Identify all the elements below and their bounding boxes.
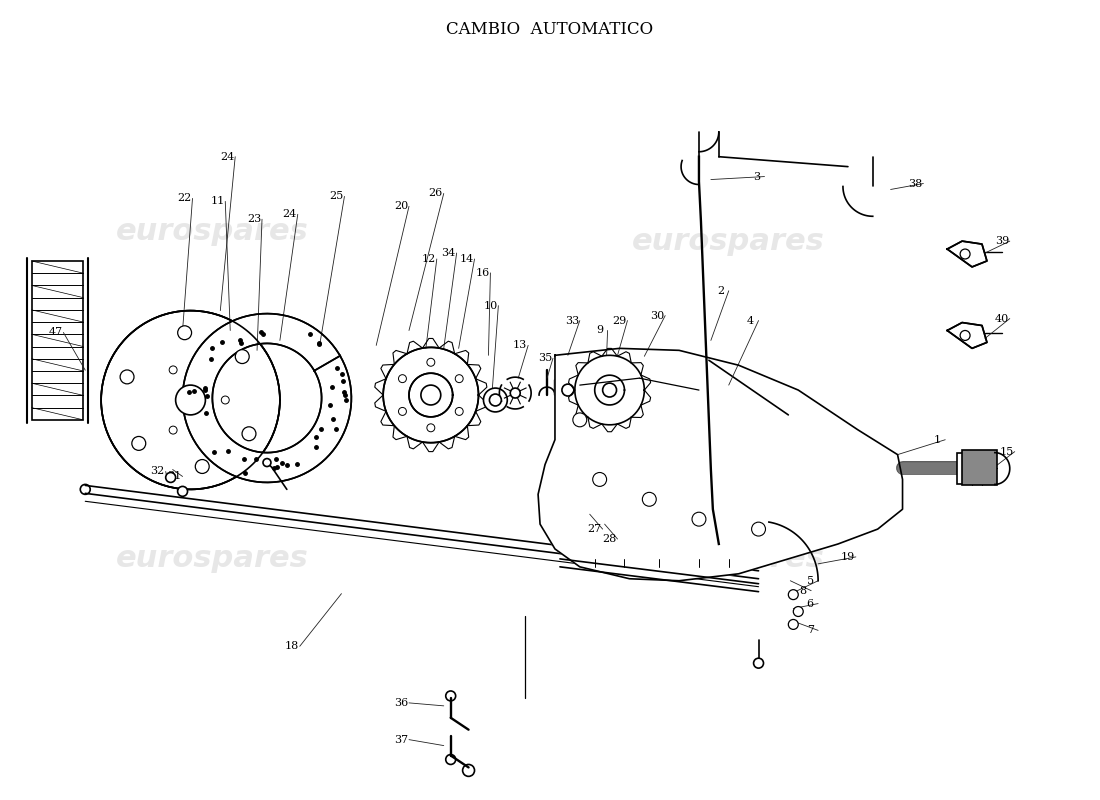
Circle shape: [398, 374, 406, 382]
Text: eurospares: eurospares: [116, 544, 309, 574]
Circle shape: [510, 388, 520, 398]
Circle shape: [120, 370, 134, 384]
Text: 1: 1: [934, 434, 940, 445]
Text: 31: 31: [167, 471, 182, 482]
Text: 9: 9: [596, 326, 603, 335]
Text: 10: 10: [483, 301, 497, 310]
Circle shape: [692, 512, 706, 526]
Polygon shape: [183, 314, 351, 482]
Text: 33: 33: [564, 315, 579, 326]
Circle shape: [751, 522, 766, 536]
Text: 16: 16: [475, 268, 490, 278]
Text: 11: 11: [210, 196, 224, 206]
Circle shape: [603, 383, 616, 397]
Text: 22: 22: [177, 194, 191, 203]
Text: 5: 5: [806, 576, 814, 586]
Circle shape: [446, 691, 455, 701]
Text: 18: 18: [285, 642, 299, 651]
Text: eurospares: eurospares: [632, 544, 825, 574]
Circle shape: [166, 473, 176, 482]
Text: 20: 20: [394, 202, 408, 211]
Circle shape: [178, 326, 191, 340]
Circle shape: [221, 396, 229, 404]
Text: 3: 3: [754, 171, 760, 182]
Circle shape: [960, 249, 970, 259]
Text: 6: 6: [806, 598, 814, 609]
Polygon shape: [947, 322, 987, 348]
Circle shape: [421, 385, 441, 405]
Text: 8: 8: [800, 586, 806, 596]
Text: 29: 29: [613, 315, 627, 326]
Polygon shape: [538, 348, 902, 581]
Circle shape: [960, 330, 970, 341]
Text: 35: 35: [538, 354, 552, 363]
Circle shape: [176, 385, 206, 415]
Circle shape: [642, 492, 657, 506]
Circle shape: [446, 754, 455, 765]
Text: 12: 12: [421, 254, 436, 264]
Text: 47: 47: [48, 327, 63, 338]
Text: 14: 14: [460, 254, 474, 264]
Text: 15: 15: [1000, 446, 1014, 457]
Text: 26: 26: [429, 189, 443, 198]
Text: eurospares: eurospares: [116, 217, 309, 246]
Polygon shape: [947, 241, 987, 267]
Circle shape: [455, 374, 463, 382]
Text: 13: 13: [513, 340, 527, 350]
Circle shape: [132, 437, 145, 450]
Text: 25: 25: [329, 191, 343, 202]
Circle shape: [463, 765, 474, 776]
Circle shape: [573, 413, 586, 427]
Text: 34: 34: [441, 248, 455, 258]
Circle shape: [793, 606, 803, 617]
Circle shape: [169, 366, 177, 374]
Text: CAMBIO  AUTOMATICO: CAMBIO AUTOMATICO: [447, 21, 653, 38]
Text: 28: 28: [603, 534, 617, 544]
Text: 23: 23: [246, 214, 261, 224]
Circle shape: [427, 424, 434, 432]
Text: 4: 4: [747, 315, 755, 326]
Text: 2: 2: [717, 286, 725, 296]
Circle shape: [177, 486, 187, 496]
Text: 37: 37: [394, 734, 408, 745]
Circle shape: [455, 407, 463, 415]
Bar: [962, 450, 997, 486]
Text: 39: 39: [994, 236, 1009, 246]
Text: 19: 19: [840, 552, 855, 562]
Circle shape: [398, 407, 406, 415]
Text: 38: 38: [909, 178, 923, 189]
Text: 32: 32: [151, 466, 165, 477]
Text: 30: 30: [650, 310, 664, 321]
Circle shape: [263, 458, 271, 466]
Circle shape: [490, 394, 502, 406]
Circle shape: [196, 459, 209, 474]
Circle shape: [169, 426, 177, 434]
Circle shape: [593, 473, 606, 486]
Bar: [32, 261, 84, 420]
Circle shape: [427, 358, 434, 366]
Text: 24: 24: [283, 210, 297, 219]
Text: 36: 36: [394, 698, 408, 708]
Circle shape: [242, 427, 256, 441]
Circle shape: [568, 348, 651, 432]
Bar: [957, 453, 994, 485]
Circle shape: [562, 384, 574, 396]
Circle shape: [235, 350, 250, 363]
Circle shape: [383, 347, 478, 442]
Text: 7: 7: [806, 626, 814, 635]
Circle shape: [484, 388, 507, 412]
Text: 40: 40: [994, 314, 1009, 323]
Text: eurospares: eurospares: [632, 226, 825, 256]
Circle shape: [789, 619, 799, 630]
Circle shape: [789, 590, 799, 600]
Text: 27: 27: [587, 524, 602, 534]
Text: 24: 24: [220, 152, 234, 162]
Circle shape: [101, 310, 279, 490]
